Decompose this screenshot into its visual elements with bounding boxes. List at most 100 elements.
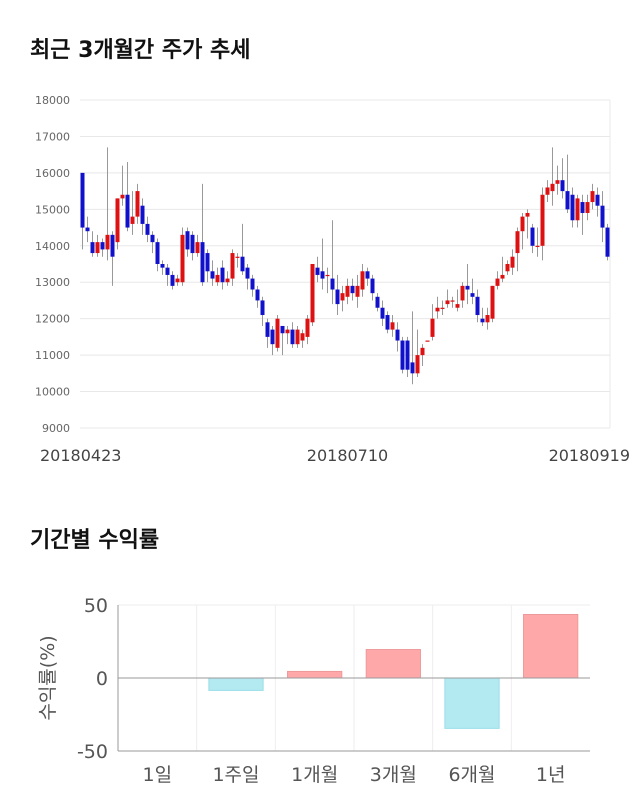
candle-body [285, 329, 290, 334]
candle [225, 271, 230, 286]
candle-y-tick-label: 15000 [35, 203, 70, 216]
candle [355, 274, 360, 308]
candle-y-tick-label: 9000 [42, 422, 70, 435]
candle [305, 315, 310, 345]
returns-bar [287, 670, 343, 679]
candle [110, 231, 115, 286]
candle [120, 165, 125, 206]
candle [145, 216, 150, 243]
candle [495, 271, 500, 290]
returns-category-label: 1주일 [212, 764, 259, 786]
candle [515, 227, 520, 272]
candle-body [560, 180, 565, 192]
returns-category-label: 1개월 [291, 764, 338, 786]
candle-body [345, 285, 350, 297]
candle-body [125, 194, 130, 228]
candle-body [200, 242, 205, 283]
candle-body [100, 242, 105, 250]
candle-body [430, 318, 435, 337]
returns-x-axis: 1일 1주일 1개월 3개월 6개월 1년 [143, 764, 566, 786]
candle-y-axis: 9000 10000 11000 12000 13000 14000 15000 16000 1… [35, 94, 70, 435]
candle [115, 198, 120, 250]
candle [335, 274, 340, 316]
candle [550, 147, 555, 206]
candle-body [350, 285, 355, 294]
candle-body [525, 212, 530, 217]
candle-body [435, 307, 440, 312]
candle-body [310, 264, 315, 323]
candle [205, 249, 210, 283]
candle [445, 289, 450, 308]
candle [430, 304, 435, 341]
candle-body [485, 315, 490, 323]
candle [545, 180, 550, 203]
candle-body [305, 318, 310, 337]
candle [85, 216, 90, 243]
candle [540, 187, 545, 261]
candle [265, 318, 270, 348]
candle [160, 260, 165, 275]
candle [250, 274, 255, 297]
candle [320, 238, 325, 290]
candle-body [455, 304, 460, 308]
candle-body [360, 271, 365, 290]
returns-y-tick-label: 50 [84, 595, 108, 617]
returns-bar [523, 613, 579, 679]
candle-body [530, 227, 535, 246]
returns-y-axis: 50 0 -50 [77, 595, 108, 763]
candle [260, 296, 265, 326]
candle-body [425, 340, 430, 342]
candle-body [210, 271, 215, 279]
candle-body [410, 362, 415, 374]
candle-body [105, 234, 110, 250]
returns-y-tick-label: 0 [96, 668, 108, 690]
candle [280, 325, 285, 356]
candle [470, 278, 475, 305]
candle-body [115, 198, 120, 243]
candle-body [330, 278, 335, 290]
candle [490, 285, 495, 323]
candle [530, 223, 535, 254]
candle [590, 183, 595, 210]
candle-body [335, 289, 340, 305]
candle [230, 249, 235, 286]
candle-body [85, 227, 90, 232]
candle [340, 285, 345, 312]
candle [375, 293, 380, 312]
candle [135, 183, 140, 224]
candle [185, 227, 190, 257]
candle-body [135, 191, 140, 217]
candle [125, 161, 130, 232]
candle-y-tick-label: 11000 [35, 349, 70, 362]
candle [100, 238, 105, 257]
candle-body [395, 329, 400, 341]
candle [405, 336, 410, 377]
candle-body [475, 296, 480, 316]
candle [390, 315, 395, 337]
candle-body [420, 347, 425, 356]
candle-body [150, 234, 155, 243]
candle [210, 260, 215, 286]
candle-body [245, 267, 250, 279]
candle [330, 220, 335, 305]
candle-body [140, 205, 145, 224]
candle [295, 325, 300, 348]
candle-body [535, 245, 540, 247]
candle-y-tick-label: 18000 [35, 94, 70, 107]
candle-body [165, 267, 170, 275]
candle [500, 256, 505, 283]
candle-y-tick-label: 10000 [35, 386, 70, 399]
candle-body [160, 264, 165, 268]
candle-body [270, 329, 275, 345]
candle [200, 183, 205, 286]
candle-body [275, 318, 280, 348]
candle-body [505, 264, 510, 272]
candle-body [445, 300, 450, 305]
candle-body [80, 172, 85, 228]
candle-x-axis: 20180423 20180710 20180919 [40, 446, 630, 465]
candle-body [450, 300, 455, 302]
candle [585, 194, 590, 221]
candle [360, 264, 365, 297]
candle [350, 278, 355, 301]
price-trend-title: 최근 3개월간 주가 추세 [30, 38, 251, 63]
